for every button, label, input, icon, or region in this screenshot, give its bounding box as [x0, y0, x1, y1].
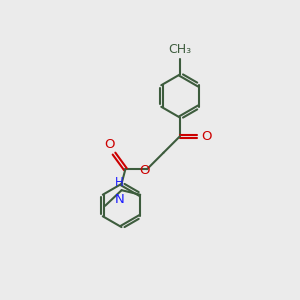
- Text: O: O: [201, 130, 212, 143]
- Text: O: O: [104, 138, 115, 151]
- Text: O: O: [140, 164, 150, 177]
- Text: H: H: [115, 176, 124, 189]
- Text: CH₃: CH₃: [168, 44, 192, 56]
- Text: N: N: [114, 193, 124, 206]
